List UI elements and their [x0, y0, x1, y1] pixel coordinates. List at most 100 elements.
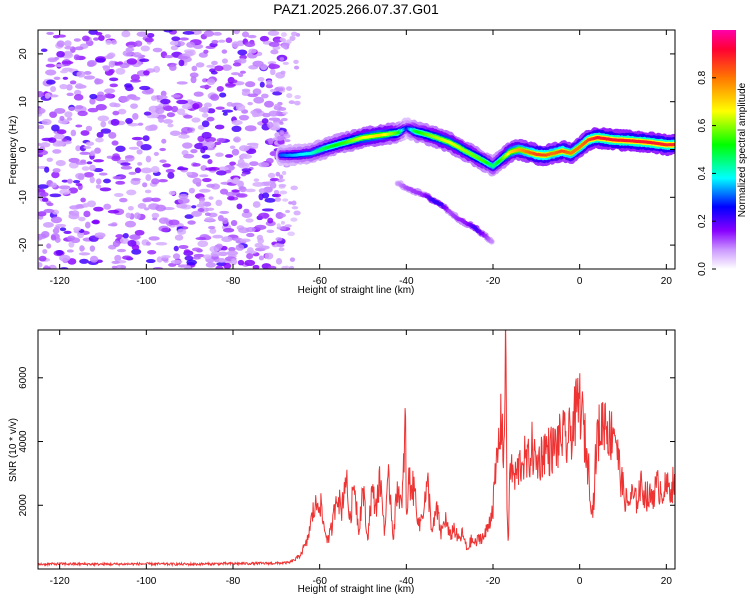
- noise-speck: [206, 64, 216, 68]
- noise-speck: [214, 124, 225, 130]
- noise-speck: [207, 159, 213, 165]
- noise-speck: [282, 42, 290, 47]
- noise-speck: [49, 193, 62, 198]
- colorbar-label: Normalized spectral amplitude: [737, 82, 748, 217]
- noise-speck: [248, 48, 257, 54]
- noise-speck: [290, 217, 298, 222]
- noise-speck: [163, 105, 173, 112]
- noise-speck: [50, 182, 58, 188]
- noise-speck: [221, 217, 229, 225]
- noise-speck: [162, 163, 171, 168]
- noise-speck: [145, 259, 156, 264]
- noise-speck: [194, 142, 205, 150]
- noise-speck: [94, 147, 101, 154]
- noise-speck: [253, 96, 265, 104]
- colorbar: 0.0 0.2 0.4 0.6 0.8 Normalized spectral ampl…: [697, 30, 748, 276]
- snr-background: [38, 330, 675, 569]
- noise-speck: [173, 245, 179, 252]
- noise-speck: [128, 146, 140, 150]
- colorbar-tick-label: 0.4: [697, 166, 708, 180]
- noise-speck: [140, 144, 152, 151]
- noise-speck: [245, 226, 256, 233]
- x-tick-label: -60: [312, 276, 327, 287]
- noise-speck: [59, 83, 68, 90]
- noise-speck: [143, 198, 152, 203]
- noise-speck: [176, 167, 189, 171]
- noise-speck: [95, 32, 103, 36]
- noise-speck: [219, 92, 227, 98]
- noise-speck: [100, 121, 107, 128]
- noise-speck: [193, 91, 204, 97]
- noise-speck: [56, 40, 65, 48]
- noise-speck: [85, 141, 95, 146]
- noise-speck: [127, 205, 134, 211]
- noise-speck: [254, 242, 264, 248]
- noise-speck: [130, 74, 140, 81]
- noise-speck: [294, 100, 301, 106]
- noise-speck: [120, 165, 133, 170]
- noise-speck: [103, 178, 111, 184]
- noise-speck: [155, 107, 165, 115]
- noise-speck: [142, 182, 148, 188]
- noise-speck: [237, 158, 245, 166]
- noise-speck: [230, 72, 241, 76]
- noise-speck: [83, 145, 92, 149]
- noise-speck: [203, 49, 209, 54]
- snr-x-label: Height of straight line (km): [298, 584, 415, 595]
- noise-speck: [177, 228, 187, 235]
- noise-speck: [186, 259, 198, 266]
- noise-speck: [201, 131, 212, 139]
- noise-speck: [241, 173, 247, 177]
- x-tick-label: -40: [399, 576, 414, 587]
- noise-speck: [61, 138, 68, 142]
- noise-speck: [273, 190, 280, 195]
- noise-speck: [83, 210, 91, 218]
- noise-speck: [55, 159, 66, 167]
- noise-speck: [216, 86, 224, 92]
- noise-speck: [143, 207, 150, 211]
- noise-speck: [258, 255, 265, 261]
- noise-speck: [128, 171, 137, 175]
- noise-speck: [111, 265, 118, 269]
- noise-speck: [167, 172, 175, 179]
- noise-speck: [231, 148, 240, 156]
- noise-speck: [201, 120, 210, 128]
- noise-speck: [267, 265, 277, 269]
- noise-speck: [46, 157, 54, 162]
- y-tick-label: 0: [18, 146, 29, 152]
- noise-speck: [110, 39, 118, 45]
- noise-speck: [95, 58, 106, 63]
- noise-speck: [244, 125, 257, 132]
- noise-speck: [265, 83, 274, 89]
- noise-speck: [109, 83, 118, 88]
- noise-speck: [276, 110, 281, 115]
- noise-speck: [102, 65, 111, 72]
- noise-speck: [183, 153, 195, 159]
- noise-speck: [279, 130, 285, 135]
- noise-speck: [231, 119, 243, 126]
- noise-speck: [41, 137, 54, 142]
- noise-speck: [146, 115, 158, 119]
- noise-speck: [147, 250, 157, 255]
- noise-speck: [127, 122, 139, 127]
- noise-speck: [222, 112, 228, 116]
- noise-speck: [132, 52, 142, 58]
- noise-speck: [170, 94, 181, 98]
- noise-speck: [289, 265, 295, 269]
- noise-speck: [155, 204, 167, 212]
- noise-speck: [280, 220, 285, 225]
- noise-speck: [179, 37, 189, 41]
- noise-speck: [265, 157, 274, 164]
- noise-speck: [208, 225, 216, 230]
- noise-speck: [111, 140, 119, 146]
- noise-speck: [169, 40, 179, 46]
- noise-speck: [117, 108, 127, 115]
- noise-speck: [211, 60, 218, 66]
- noise-speck: [109, 102, 118, 108]
- noise-speck: [165, 168, 176, 173]
- noise-speck: [121, 30, 131, 38]
- noise-speck: [167, 123, 174, 128]
- noise-speck: [223, 262, 232, 269]
- noise-speck: [142, 135, 150, 142]
